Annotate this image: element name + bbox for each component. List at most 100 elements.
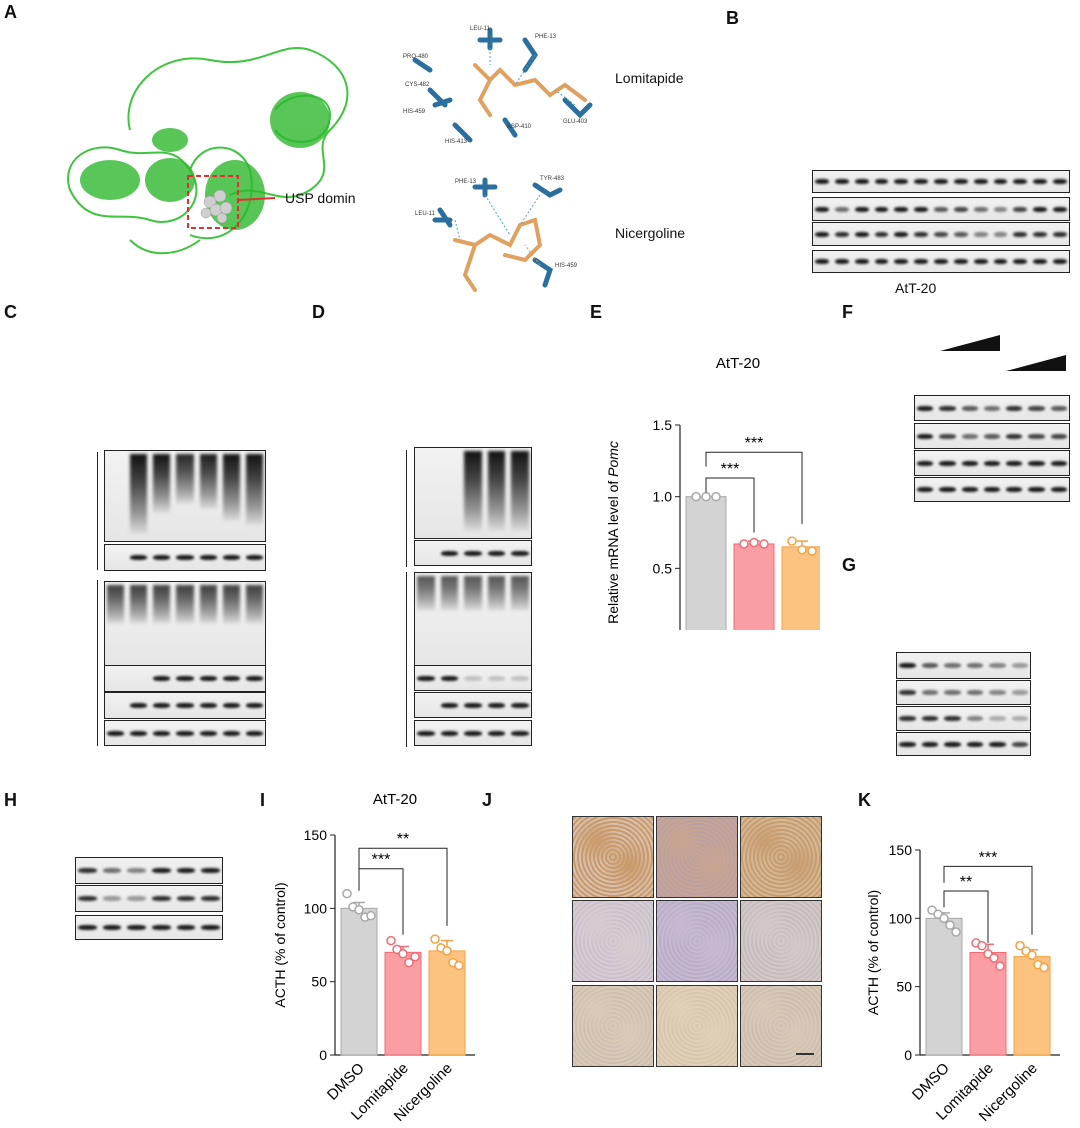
residue-label: ASP-410 (507, 124, 532, 130)
residue-label: HIS-413 (445, 139, 468, 145)
chart-title: AtT-20 (716, 355, 760, 372)
c-blot-ha-input-smear (107, 585, 125, 624)
residue-label: GLU-403 (563, 119, 588, 125)
b-blot-actin-band (1053, 259, 1067, 264)
panel-label-j: J (482, 790, 493, 810)
h-blot-actin (75, 915, 223, 940)
ihc-image (656, 985, 738, 1067)
d-blot-actin-band (464, 730, 482, 736)
scale-bar (796, 1053, 814, 1055)
b-blot-actin-band (894, 259, 909, 264)
b-blot-actin-band (953, 259, 968, 264)
h-blot-actin-band (102, 925, 122, 930)
b-blot-pomc-band (993, 206, 1008, 212)
b-blot-actin-band (1033, 259, 1048, 264)
f-blot-pomc-band (961, 405, 978, 411)
h-blot-tpit-band (152, 896, 171, 901)
data-point (989, 953, 999, 963)
d-blot-actin-band (417, 730, 435, 736)
h-blot-tpit-band (176, 896, 196, 901)
bar (733, 543, 775, 630)
nicergoline-docking-image: PHE-13 TYR-483 LEU-11 HIS-459 (415, 176, 578, 292)
b-blot-actin-band (1013, 259, 1028, 264)
d-blot-actin-band (440, 730, 459, 736)
residue-label: HIS-459 (403, 109, 426, 115)
c-blot-actin-band (176, 730, 194, 736)
significance-stars: *** (979, 849, 998, 866)
bar (384, 951, 422, 1056)
g-blot-usp11-band (966, 716, 983, 721)
c-blot-ha-input-smear (222, 585, 240, 624)
f-blot-tpit-band (1006, 433, 1023, 439)
nicergoline-label: Nicergoline (615, 225, 686, 241)
h-blot-pomc-band (176, 868, 196, 873)
c-blot-actin-band (245, 730, 263, 736)
bar (685, 496, 727, 630)
b-blot-usp11-band (953, 179, 968, 184)
ihc-image (656, 816, 738, 898)
panel-label-i: I (260, 790, 266, 810)
d-blot-ha-ip-smear (487, 451, 506, 531)
g-blot-usp11-band (989, 716, 1006, 721)
d-blot-ha-input-smear (487, 576, 506, 611)
g-blot-usp11-band (1011, 716, 1028, 721)
panel-label-k: K (858, 790, 871, 810)
g-blot-pomc-band (989, 663, 1006, 668)
b-cell-label: AtT-20 (895, 280, 937, 296)
c-blot-flag-input-band (199, 703, 217, 708)
h-blot-pomc-band (152, 868, 171, 873)
y-tick-label: 0.5 (653, 560, 673, 576)
significance-stars: *** (372, 852, 391, 869)
f-blot-tpit-band (961, 433, 978, 439)
b-blot-usp11-band (914, 179, 929, 184)
h-blot-pomc-band (201, 868, 220, 873)
h-blot-pomc-band (127, 868, 146, 873)
c-blot-myc-band (153, 676, 171, 681)
lomitapide-dose-triangle (940, 335, 1000, 351)
f-blot-actin-band (983, 487, 1001, 492)
b-blot-tpit-band (815, 231, 829, 237)
data-point (354, 905, 364, 915)
significance-bracket (705, 477, 755, 533)
residue-label: PHE-13 (455, 179, 477, 185)
usp-domain-label: USP domin (285, 190, 356, 206)
c-blot-ha-input-smear (199, 585, 217, 624)
panel-label-e: E (590, 302, 603, 322)
c-blot-actin-band (130, 730, 148, 736)
f-blot-actin-band (961, 487, 978, 492)
d-blot-flag-input-band (511, 702, 529, 708)
residue-label: PHE-13 (535, 34, 557, 40)
d-blot-ha-input-smear (464, 576, 482, 611)
data-point (939, 913, 949, 924)
b-blot-usp11-band (894, 179, 909, 184)
b-blot-actin-band (874, 259, 889, 264)
d-blot-usp11-band (417, 675, 435, 681)
y-axis-label: Relative mRNA level of Pomc (605, 441, 621, 624)
y-tick-label: 100 (304, 900, 328, 916)
c-blot-ha-ip-smear (245, 454, 263, 526)
data-point (711, 491, 721, 502)
d-blot-usp11-band (464, 675, 482, 681)
lomitapide-docking-image: LEU-11 PHE-13 PRO-480 CYS-482 HIS-459 HI… (403, 26, 593, 145)
f-blot-usp11-band (961, 460, 978, 466)
nicergoline-dose-triangle (1006, 355, 1066, 371)
b-blot-tpit-band (1033, 231, 1048, 237)
b-blot-usp11-band (934, 179, 948, 184)
b-blot-tpit-band (834, 231, 849, 237)
b-blot-actin-band (854, 259, 869, 264)
data-point (807, 546, 817, 556)
h-blot-tpit-band (102, 896, 122, 901)
d-blot-flag-input-band (464, 702, 482, 708)
b-blot-usp11-band (874, 179, 889, 184)
c-blot-ha-input-smear (130, 585, 148, 624)
f-blot-tpit-band (1050, 433, 1067, 439)
data-point (995, 961, 1005, 971)
b-blot-tpit-band (953, 231, 968, 237)
f-blot-tpit-band (983, 433, 1001, 439)
ihc-image (572, 985, 654, 1067)
panel-label-a: A (4, 2, 17, 22)
h-blot-tpit-band (201, 896, 220, 901)
ihc-image (656, 900, 738, 982)
